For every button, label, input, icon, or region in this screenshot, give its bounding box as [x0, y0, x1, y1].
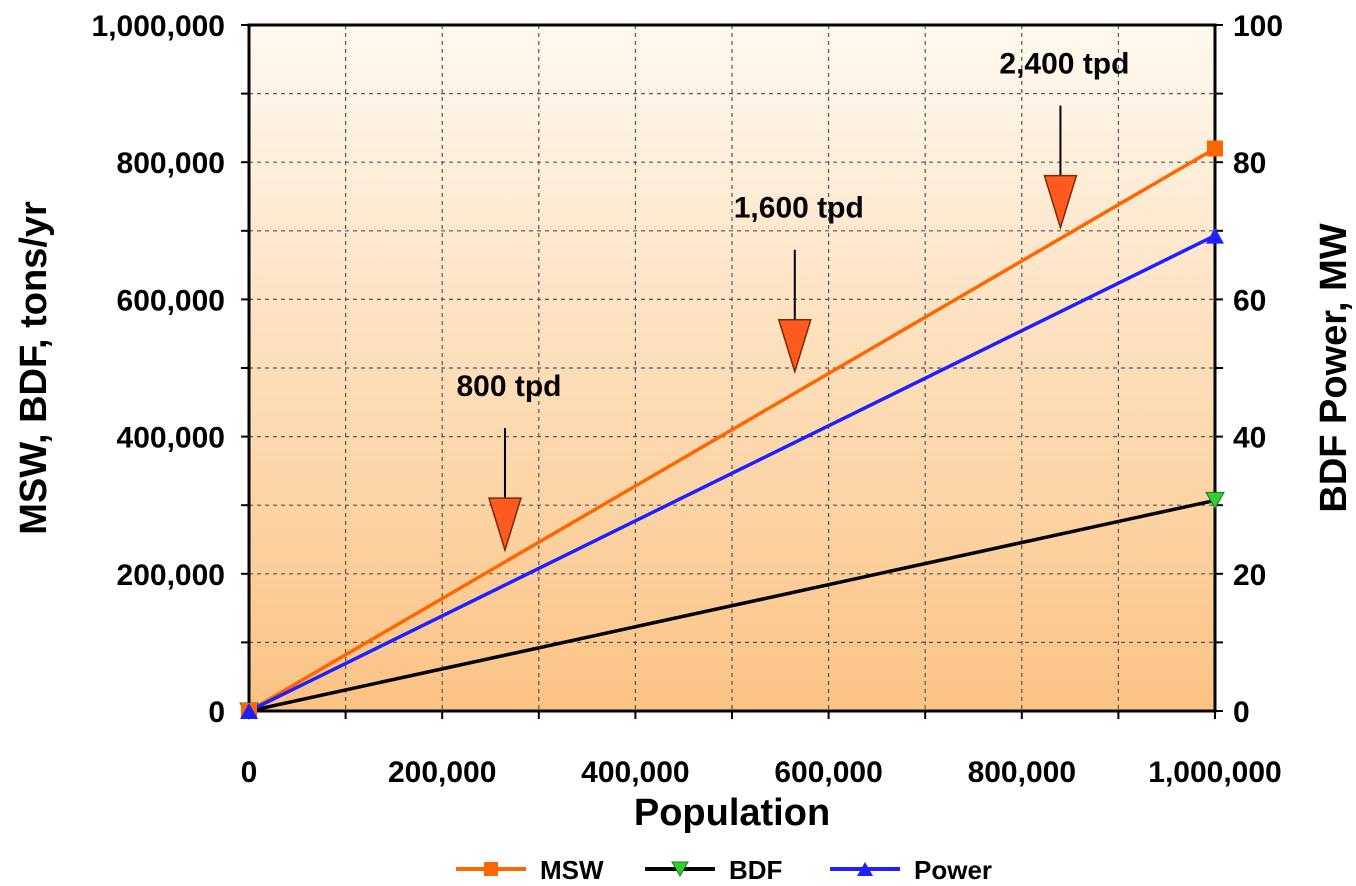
y-tick-label: 1,000,000: [92, 10, 225, 43]
y-axis-title: MSW, BDF, tons/yr: [13, 201, 55, 535]
y2-axis-title: BDF Power, MW: [1313, 223, 1355, 512]
x-tick-label: 0: [241, 756, 258, 789]
legend: MSW BDF Power: [456, 855, 992, 885]
y-tick-label: 800,000: [117, 147, 225, 180]
y2-tick-label: 100: [1233, 10, 1283, 43]
x-axis-title: Population: [634, 792, 830, 834]
annotation-arrow-head: [487, 497, 523, 553]
legend-label-bdf: BDF: [729, 855, 782, 885]
x-tick-label: 800,000: [968, 756, 1076, 789]
annotation-arrow-head: [1043, 174, 1078, 231]
legend-marker-bdf: [671, 861, 689, 878]
legend-label-power: Power: [914, 855, 992, 885]
x-tick-label: 400,000: [581, 756, 689, 789]
series-line-msw: [248, 146, 1216, 713]
series-line-bdf: [248, 498, 1216, 713]
ticks: 0 200,000 400,000 600,000 800,000 1,000,000 0 2…: [92, 10, 1284, 789]
annotation-label: 1,600 tpd: [734, 192, 864, 225]
y-tick-label: 200,000: [117, 559, 225, 592]
y2-tick-label: 40: [1233, 422, 1266, 455]
series-line-power: [248, 234, 1216, 713]
y2-tick-label: 80: [1233, 147, 1266, 180]
x-tick-label: 1,000,000: [1148, 756, 1281, 789]
y-tick-label: 0: [208, 696, 225, 729]
annotation-label: 2,400 tpd: [999, 48, 1129, 81]
data-point-power: [240, 703, 258, 719]
y-tick-label: 400,000: [117, 422, 225, 455]
legend-marker-power: [857, 862, 873, 876]
legend-marker-msw: [484, 862, 498, 876]
annotation-arrow-head: [777, 318, 812, 375]
grid: [249, 25, 1215, 711]
data-point-bdf: [1205, 491, 1225, 510]
annotations: 800 tpd 1,600 tpd 2,400 tpd: [456, 48, 1129, 553]
y2-tick-label: 20: [1233, 559, 1266, 592]
x-tick-label: 200,000: [388, 756, 496, 789]
data-point-msw: [1207, 140, 1223, 157]
y-tick-label: 600,000: [117, 284, 225, 317]
x-tick-label: 600,000: [774, 756, 882, 789]
y2-tick-label: 60: [1233, 284, 1266, 317]
annotation-label: 800 tpd: [456, 370, 561, 403]
data-point-power: [1206, 227, 1224, 244]
legend-label-msw: MSW: [540, 855, 604, 885]
y2-tick-label: 0: [1233, 696, 1250, 729]
series: [239, 140, 1225, 721]
